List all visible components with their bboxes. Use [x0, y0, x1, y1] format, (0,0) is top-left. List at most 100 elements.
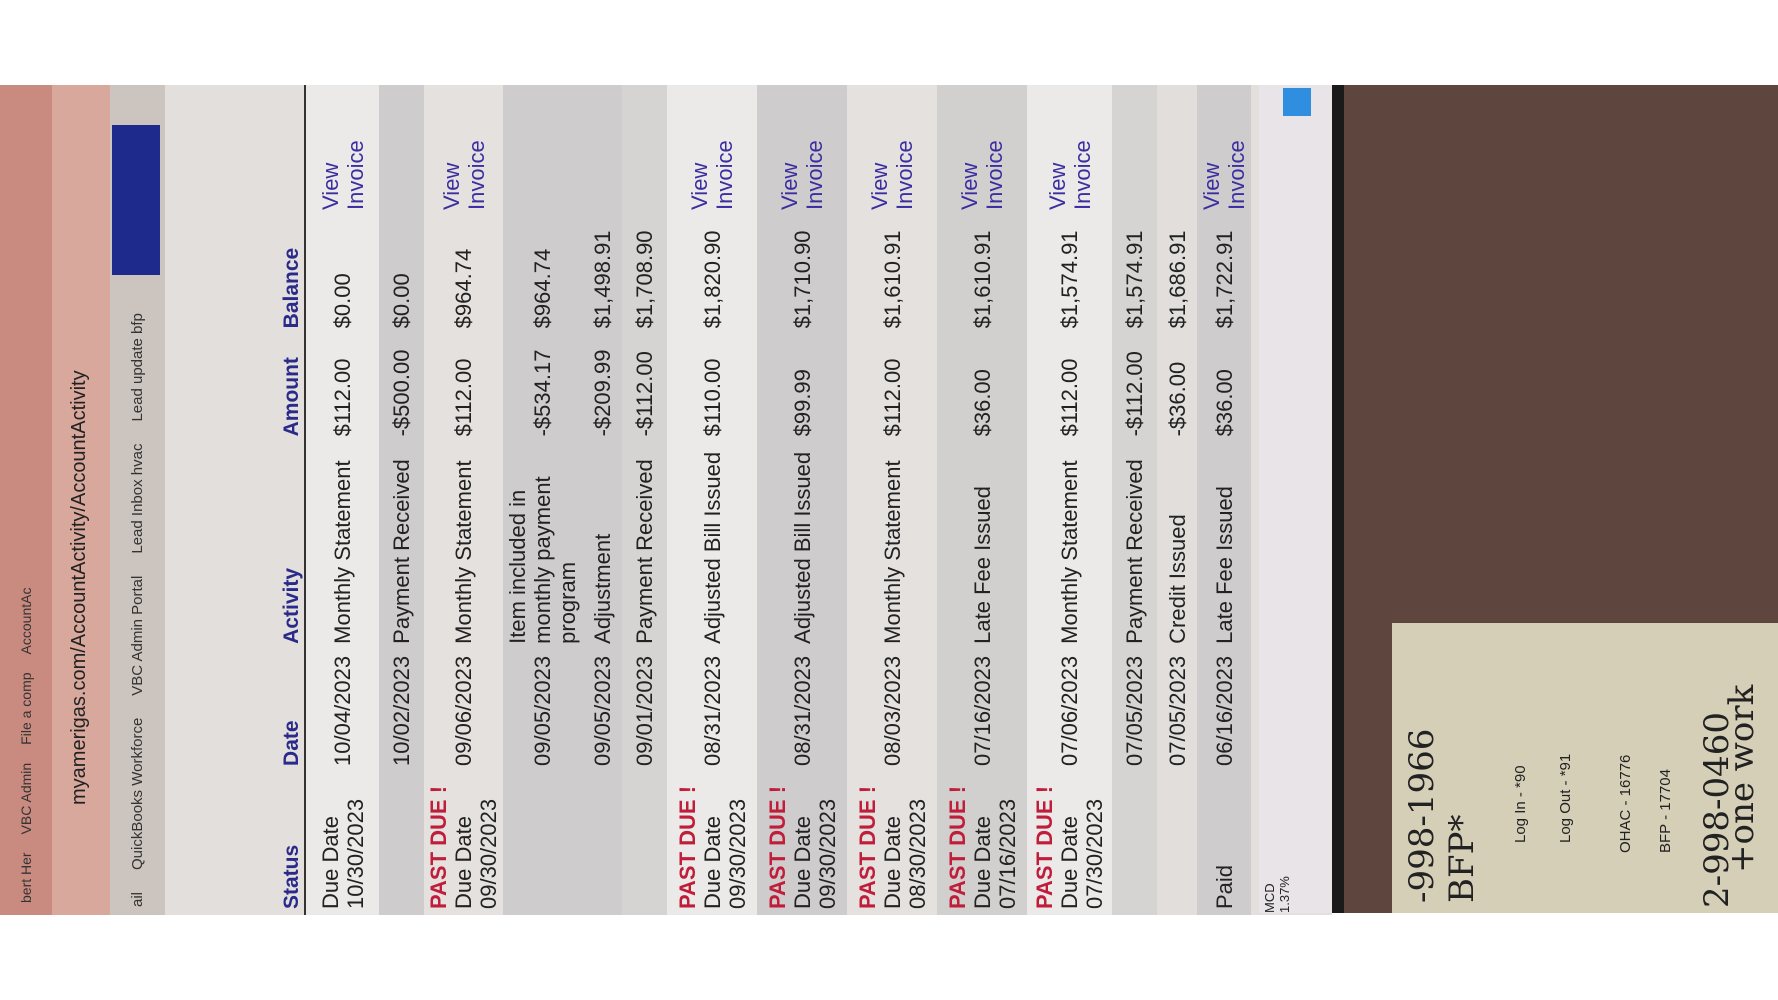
handwriting: Log In - *90 — [1512, 765, 1529, 843]
status: PAST DUE ! — [854, 785, 880, 909]
handwriting: BFP* — [1442, 814, 1482, 903]
amount: $112.00 — [879, 358, 905, 437]
activity: Payment Received — [632, 459, 657, 644]
table-row: PAST DUE ! Due Date 07/16/2023 07/16/2023 La… — [937, 85, 1027, 915]
view-invoice-link[interactable]: View Invoice — [687, 140, 737, 210]
status-cell: PAST DUE ! Due Date 08/30/2023 — [847, 772, 937, 915]
address-bar[interactable]: myamerigas.com/AccountActivity/AccountAc… — [52, 85, 110, 915]
balance: $964.74 — [451, 248, 476, 329]
amount: $112.00 — [451, 358, 476, 437]
amount: -$534.17 — [530, 349, 555, 437]
date: 09/05/2023 — [589, 655, 615, 766]
table-row: PAST DUE ! Due Date 09/30/2023 08/31/2023 Ad… — [667, 85, 757, 915]
link-cell — [503, 85, 582, 216]
bookmark[interactable]: ail — [129, 891, 146, 907]
amount: -$112.00 — [1122, 351, 1147, 437]
view-invoice-link[interactable]: View Invoice — [777, 140, 827, 210]
balance: $1,708.90 — [632, 230, 657, 329]
date: 10/02/2023 — [389, 655, 414, 766]
status: 09/30/2023 — [724, 798, 750, 909]
activity-table: Status Date Activity Amount Balance Due Date 1… — [258, 85, 1251, 915]
date: 07/05/2023 — [1164, 655, 1190, 766]
tab[interactable]: bert Her — [18, 852, 34, 903]
status: 09/30/2023 — [476, 798, 501, 909]
browser-page: bert Her VBC Admin File a comp AccountAc my… — [0, 85, 1332, 915]
view-invoice-link[interactable]: View Invoice — [957, 140, 1007, 210]
table-row: Due Date 10/30/2023 10/04/2023 Monthly Stat… — [305, 85, 379, 915]
header-row: Status Date Activity Amount Balance — [258, 85, 305, 915]
link-cell — [1112, 85, 1157, 216]
table-row: 09/01/2023 Payment Received -$112.00 $1,708… — [622, 85, 667, 915]
taskbar-text: MCD — [1262, 883, 1277, 913]
status: PAST DUE ! — [674, 785, 700, 909]
status-cell — [379, 772, 424, 915]
activity: Monthly Statement — [330, 460, 355, 644]
status: 10/30/2023 — [342, 798, 368, 909]
bookmark[interactable]: Lead Inbox hvac — [129, 443, 146, 554]
activity: Adjustment — [589, 533, 615, 644]
bookmark[interactable]: VBC Admin Portal — [129, 575, 146, 696]
amount: $110.00 — [699, 358, 725, 437]
amount: $112.00 — [1057, 358, 1082, 437]
bezel — [1332, 85, 1344, 913]
status-cell — [582, 772, 622, 915]
amount: $112.00 — [330, 358, 355, 437]
handwriting: OHAC - 16776 — [1617, 754, 1634, 853]
balance: $964.74 — [530, 248, 555, 329]
date: 09/06/2023 — [451, 655, 476, 766]
tab[interactable]: VBC Admin — [18, 762, 34, 835]
activity: Monthly Statement — [879, 460, 905, 644]
status: 07/30/2023 — [1082, 798, 1107, 909]
date: 09/01/2023 — [632, 655, 657, 766]
view-invoice-link[interactable]: View Invoice — [1044, 140, 1095, 210]
table-row: 09/05/2023 Item included in monthly payme… — [503, 85, 582, 915]
status: Due Date — [789, 816, 815, 909]
column-header: Date — [258, 649, 305, 772]
status: PAST DUE ! — [1032, 785, 1057, 909]
status: Paid — [1211, 864, 1237, 909]
view-invoice-link[interactable]: View Invoice — [438, 140, 489, 210]
button[interactable] — [112, 125, 160, 275]
balance: $1,610.91 — [879, 230, 905, 329]
handwriting: BFP - 17704 — [1657, 769, 1674, 853]
status-cell — [1157, 772, 1197, 915]
status-cell: Paid — [1197, 772, 1251, 915]
sticky-note: -998-1966 BFP* Log In - *90 Log Out - *91 OH… — [1392, 623, 1778, 913]
view-invoice-link[interactable]: View Invoice — [867, 140, 917, 210]
link-cell — [379, 85, 424, 216]
status: Due Date — [879, 816, 905, 909]
balance: $1,574.91 — [1057, 230, 1082, 329]
view-invoice-link[interactable]: View Invoice — [1199, 140, 1249, 210]
balance: $1,710.90 — [789, 230, 815, 329]
status: PAST DUE ! — [764, 785, 790, 909]
date: 08/31/2023 — [789, 655, 815, 766]
status-cell: PAST DUE ! Due Date 09/30/2023 — [424, 772, 503, 915]
url[interactable]: myamerigas.com/AccountActivity/AccountAc… — [68, 370, 90, 805]
status-cell: PAST DUE ! Due Date 07/30/2023 — [1027, 772, 1112, 915]
activity: Payment Received — [389, 459, 414, 644]
bookmark[interactable]: Lead update bfp — [129, 313, 146, 422]
activity: Late Fee Issued — [1211, 486, 1237, 644]
status: Due Date — [969, 816, 995, 909]
status-cell: PAST DUE ! Due Date 09/30/2023 — [667, 772, 757, 915]
amount: -$112.00 — [632, 351, 657, 437]
balance: $0.00 — [330, 273, 355, 329]
status: PAST DUE ! — [944, 785, 970, 909]
windows-button[interactable] — [1283, 88, 1311, 116]
status: 09/30/2023 — [814, 798, 840, 909]
tab[interactable]: File a comp — [18, 672, 34, 745]
tab[interactable]: AccountAc — [18, 587, 34, 655]
table-row: Paid 06/16/2023 Late Fee Issued $36.00 $1,72… — [1197, 85, 1251, 915]
date: 07/06/2023 — [1057, 655, 1082, 766]
link-cell: View Invoice — [1027, 85, 1112, 216]
bookmark[interactable]: QuickBooks Workforce — [129, 717, 146, 870]
status: PAST DUE ! — [426, 785, 451, 909]
balance: $1,820.90 — [699, 230, 725, 329]
taskbar-text: 1.37% — [1277, 876, 1292, 913]
activity: Item included in monthly payment program — [505, 476, 580, 644]
view-invoice-link[interactable]: View Invoice — [317, 140, 368, 210]
status-cell — [622, 772, 667, 915]
amount: $36.00 — [969, 369, 995, 437]
status: 08/30/2023 — [904, 798, 930, 909]
table-row: 07/05/2023 Payment Received -$112.00 $1,574… — [1112, 85, 1157, 915]
